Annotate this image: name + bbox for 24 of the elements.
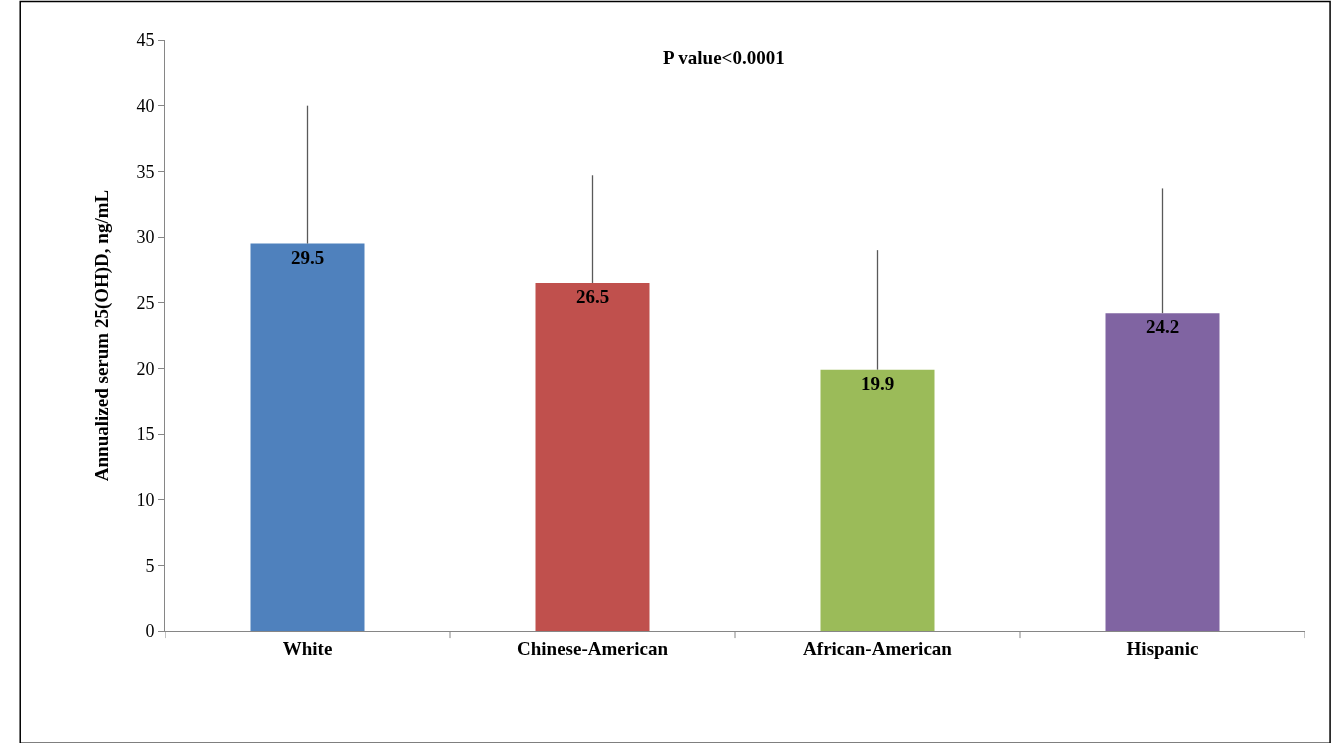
x-tick-label: African-American [803,637,953,659]
y-tick-label: 35 [136,161,155,182]
data-label: 19.9 [860,372,895,394]
y-tick-label: 25 [136,292,155,313]
data-label: 24.2 [1145,316,1180,338]
annotation: P value<0.0001 [663,47,785,68]
y-tick-label: 30 [136,227,155,248]
y-axis-title: Annualized serum 25(OH)D, ng/mL [91,189,114,482]
y-tick-label: 10 [136,489,155,510]
y-tick-label: 40 [136,95,155,116]
y-tick-label: 15 [136,424,155,445]
y-tick-label: 0 [145,621,155,642]
bar [250,243,365,631]
x-tick-label: White [282,637,333,659]
y-tick-label: 5 [145,555,155,576]
x-tick-label: Hispanic [1126,637,1199,659]
bar [1105,313,1220,631]
y-tick-label: 45 [136,30,155,51]
data-label: 26.5 [575,285,610,307]
bar [820,369,935,631]
y-tick-label: 20 [136,358,155,379]
x-tick-label: Chinese-American [517,637,669,659]
bar [535,282,650,631]
data-label: 29.5 [290,246,325,268]
